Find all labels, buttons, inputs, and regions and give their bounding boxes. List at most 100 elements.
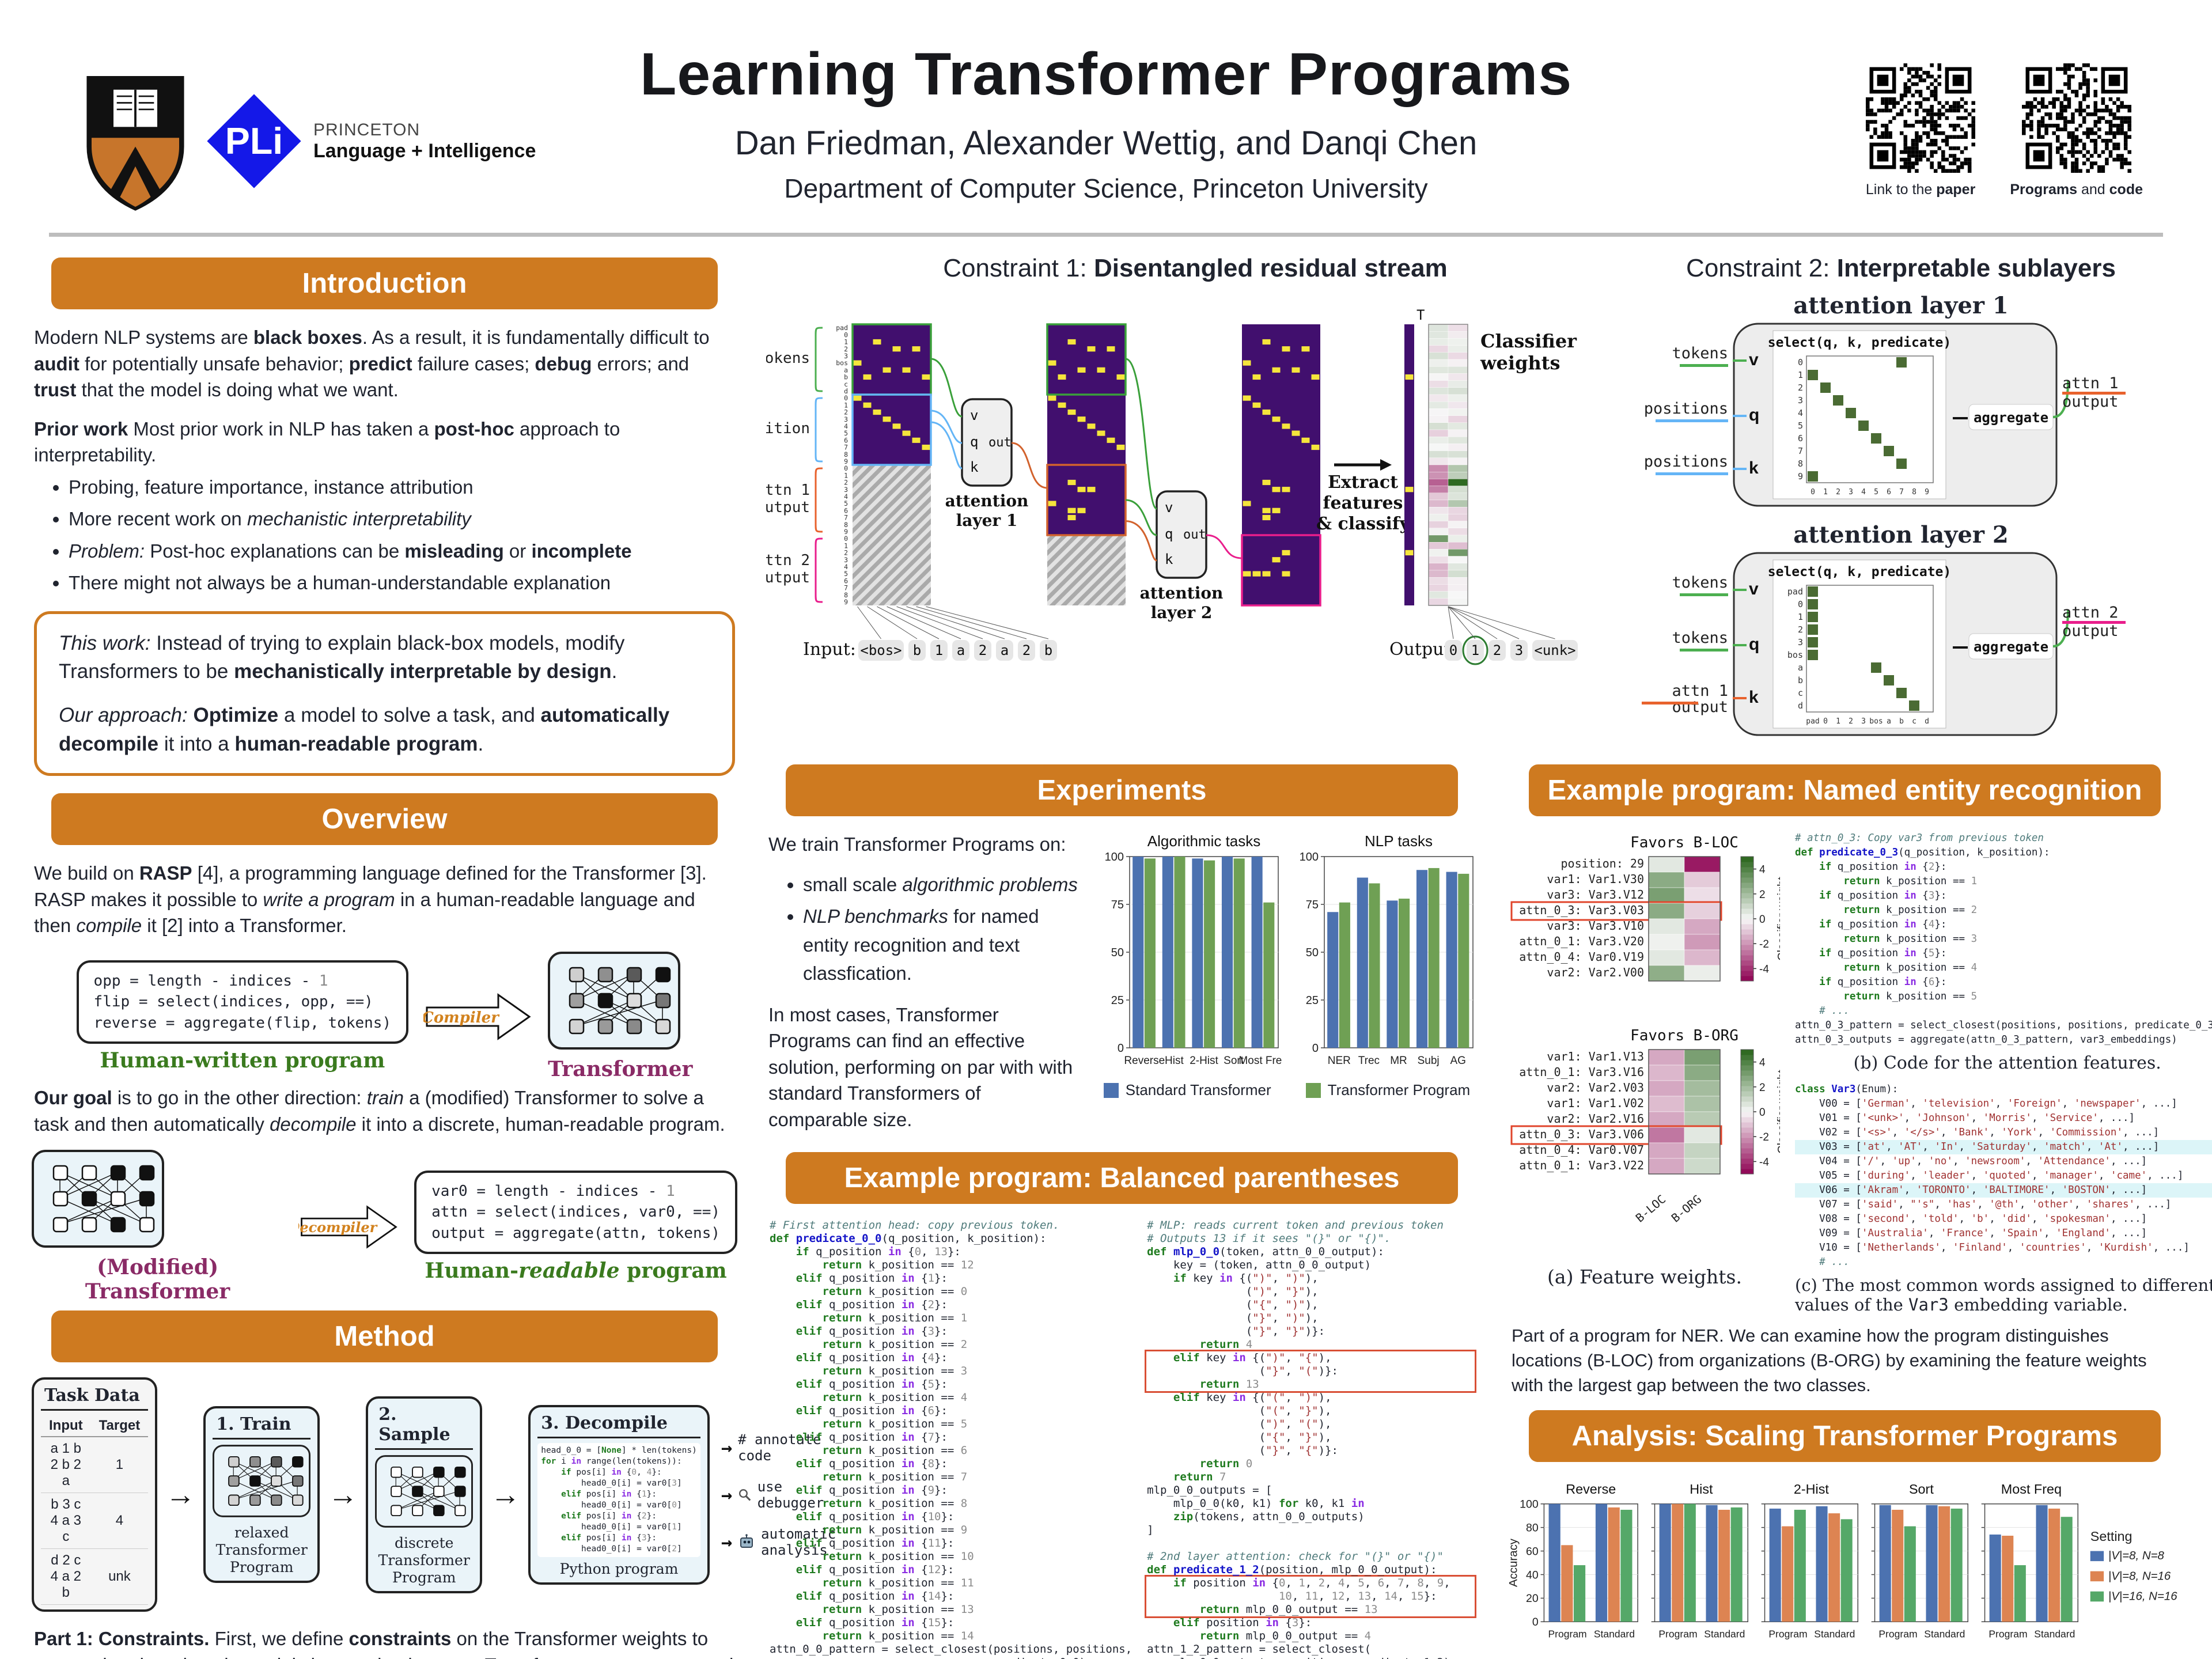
heatmap-cell-favors-b-org xyxy=(1684,1049,1721,1066)
bar-nlp-Trec-Standard Transformer xyxy=(1357,877,1368,1048)
heatmap-cell-favors-b-org xyxy=(1648,1127,1685,1143)
svg-text:attn 1: attn 1 xyxy=(1672,682,1728,700)
code-line: elif pos[i] in {2}: xyxy=(561,1511,657,1521)
code-line: V10 = ['Netherlands', 'Finland', 'countr… xyxy=(1795,1242,2190,1253)
code-line: elif key in {(")", "{"), xyxy=(1173,1351,1332,1365)
svg-text:position: position xyxy=(766,420,810,437)
svg-text:1: 1 xyxy=(844,471,848,479)
svg-text:2: 2 xyxy=(979,642,987,658)
bar-scaling-reverse-Standard-|V|=16, N=16 xyxy=(1620,1510,1633,1622)
code-line: elif q_position in {7}: xyxy=(796,1431,948,1444)
svg-text:var1: Var1.V30: var1: Var1.V30 xyxy=(1547,872,1644,886)
svg-text:output: output xyxy=(766,569,810,586)
svg-text:50: 50 xyxy=(1306,946,1319,959)
svg-text:var2: Var2.V00: var2: Var2.V00 xyxy=(1547,965,1644,979)
svg-text:attn 1: attn 1 xyxy=(2062,374,2119,392)
code-line: head0_0[i] = var0[0] xyxy=(541,1500,682,1510)
transformer-label: Transformer xyxy=(548,1057,693,1081)
heatmap-cell-favors-b-loc xyxy=(1684,949,1721,966)
text-segment: NLP benchmarks xyxy=(803,906,948,927)
svg-text:c: c xyxy=(1912,717,1916,726)
svg-text:20: 20 xyxy=(1526,1593,1539,1605)
ner-attention-code: # attn_0_3: Copy var3 from previous toke… xyxy=(1795,831,2212,1047)
bar-scaling-hist-Program-|V|=16, N=16 xyxy=(1684,1504,1696,1622)
code-line: class Var3(Enum): xyxy=(1795,1084,1899,1095)
svg-text:aggregate: aggregate xyxy=(1974,410,2048,426)
bar-algorithmic-Sort-Transformer Program xyxy=(1233,858,1245,1048)
heatmap-cell-favors-b-org xyxy=(1648,1158,1685,1175)
bar-scaling-hist-Standard-|V|=8, N=8 xyxy=(1706,1505,1718,1622)
svg-text:q: q xyxy=(1749,635,1759,654)
disentangled-residual-stream-diagram: pad0123bosabcdtokens0123456789position01… xyxy=(738,307,1578,665)
text-segment: Modern NLP systems are xyxy=(34,327,253,348)
constraint2-figure: Constraint 2: Interpretable sublayers at… xyxy=(1623,251,2160,757)
svg-text:0: 0 xyxy=(1532,1616,1539,1628)
svg-text:7: 7 xyxy=(844,444,848,452)
code-line: return mlp_0_0_output == 4 xyxy=(1199,1630,1372,1643)
ner-var3-caption: (c) The most common words assigned to di… xyxy=(1795,1275,2212,1315)
text-segment: There might not always be a human-unders… xyxy=(69,572,611,594)
text-segment: write a program xyxy=(263,888,395,910)
bar-scaling-reverse-Standard-|V|=8, N=8 xyxy=(1595,1504,1608,1622)
svg-text:Standard: Standard xyxy=(1924,1628,1965,1640)
code-line: head0_0[i] = var0[2] xyxy=(541,1544,682,1554)
heatmap-cell-favors-b-loc xyxy=(1684,872,1721,888)
bar-algorithmic-Hist-Standard Transformer xyxy=(1162,857,1173,1048)
text-segment: debug xyxy=(535,353,592,374)
discrete-program-network-icon xyxy=(375,1455,474,1528)
bar-scaling-hist-Standard-|V|=8, N=16 xyxy=(1718,1510,1730,1622)
svg-text:weights: weights xyxy=(1480,352,1560,374)
svg-text:attention: attention xyxy=(945,491,1029,510)
text-segment: More recent work on xyxy=(69,508,247,530)
code-line: elif q_position in {12}: xyxy=(796,1563,955,1577)
svg-text:0: 0 xyxy=(1810,488,1815,497)
svg-text:9: 9 xyxy=(844,457,848,465)
svg-text:tokens: tokens xyxy=(1672,629,1728,647)
svg-text:layer 2: layer 2 xyxy=(1151,603,1213,622)
svg-text:4: 4 xyxy=(1861,488,1866,497)
heatmap-cell-favors-b-loc xyxy=(1648,872,1685,888)
svg-text:0: 0 xyxy=(1798,599,1803,609)
text-segment: Var3 xyxy=(1908,1295,1949,1315)
code-line: elif position in {3}: xyxy=(1173,1616,1312,1630)
svg-text:Most Freq: Most Freq xyxy=(1238,1055,1282,1067)
heatmap-cell-favors-b-org xyxy=(1684,1127,1721,1143)
heatmap-cell-favors-b-loc xyxy=(1684,965,1721,982)
heatmap-cell-favors-b-org xyxy=(1648,1096,1685,1112)
code-line: ("}", ")"), xyxy=(1147,1312,1319,1325)
svg-text:Compiler: Compiler xyxy=(423,1009,500,1027)
svg-text:attn_0_3: Var3.V06: attn_0_3: Var3.V06 xyxy=(1519,1127,1644,1141)
code-line: if q_position in {6}: xyxy=(1819,976,1947,988)
intro-priorwork: Prior work Most prior work in NLP has ta… xyxy=(34,416,735,468)
code-line: elif q_position in {6}: xyxy=(796,1404,948,1418)
scaling-charts-row: Reverse 0 20 40 60 80 100 Accuracy Program Standa… xyxy=(1509,1477,2180,1650)
code-line: return k_position == 11 xyxy=(822,1577,974,1590)
svg-text:1: 1 xyxy=(844,338,848,346)
svg-text:select(q, k, predicate): select(q, k, predicate) xyxy=(1768,565,1952,579)
legend-swatch xyxy=(1103,1082,1119,1098)
bar-scaling-reverse-Program-|V|=8, N=8 xyxy=(1548,1504,1560,1622)
pli-princeton-label: PRINCETON xyxy=(313,120,421,139)
text-segment: it into a xyxy=(158,732,235,755)
heatmap-cell-favors-b-org xyxy=(1684,1065,1721,1081)
svg-text:3: 3 xyxy=(844,415,848,423)
code-line: elif pos[i] in {1}: xyxy=(561,1489,657,1499)
svg-text:b: b xyxy=(1899,717,1904,726)
code-line: head_0_0 = [None] * len(tokens) xyxy=(541,1445,697,1455)
svg-text:25: 25 xyxy=(1306,994,1319,1007)
balanced-parentheses-code-left: # First attention head: copy previous to… xyxy=(770,1219,1132,1659)
heatmap-cell-favors-b-loc xyxy=(1648,903,1685,919)
constraint1-title: Constraint 1: Disentangled residual stre… xyxy=(943,254,1448,282)
text-segment: We build on xyxy=(34,862,139,884)
svg-text:Subj: Subj xyxy=(1418,1055,1440,1067)
svg-text:bos: bos xyxy=(1869,717,1883,726)
svg-text:|V|=8, N=8: |V|=8, N=8 xyxy=(2108,1549,2165,1562)
code-line: def predicate_0_3(q_position, k_position… xyxy=(1795,847,2050,858)
text-segment: Our goal xyxy=(34,1087,112,1108)
code-line: mlp_0_0_outputs = [ xyxy=(1147,1484,1272,1497)
text-segment: This work: xyxy=(59,631,151,654)
relaxed-program-network-icon xyxy=(213,1445,311,1517)
svg-text:7: 7 xyxy=(1899,488,1904,497)
